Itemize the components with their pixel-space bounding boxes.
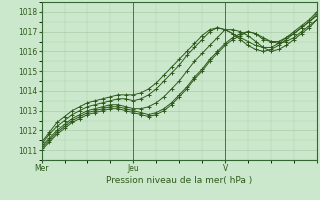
- X-axis label: Pression niveau de la mer( hPa ): Pression niveau de la mer( hPa ): [106, 176, 252, 185]
